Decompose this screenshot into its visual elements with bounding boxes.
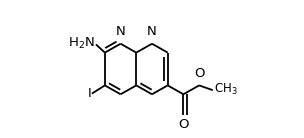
Text: O: O xyxy=(194,67,204,80)
Text: O: O xyxy=(178,118,189,131)
Text: N: N xyxy=(147,25,157,38)
Text: CH$_3$: CH$_3$ xyxy=(214,82,238,97)
Text: I: I xyxy=(88,87,91,100)
Text: N: N xyxy=(116,25,126,38)
Text: H$_2$N: H$_2$N xyxy=(68,35,95,51)
